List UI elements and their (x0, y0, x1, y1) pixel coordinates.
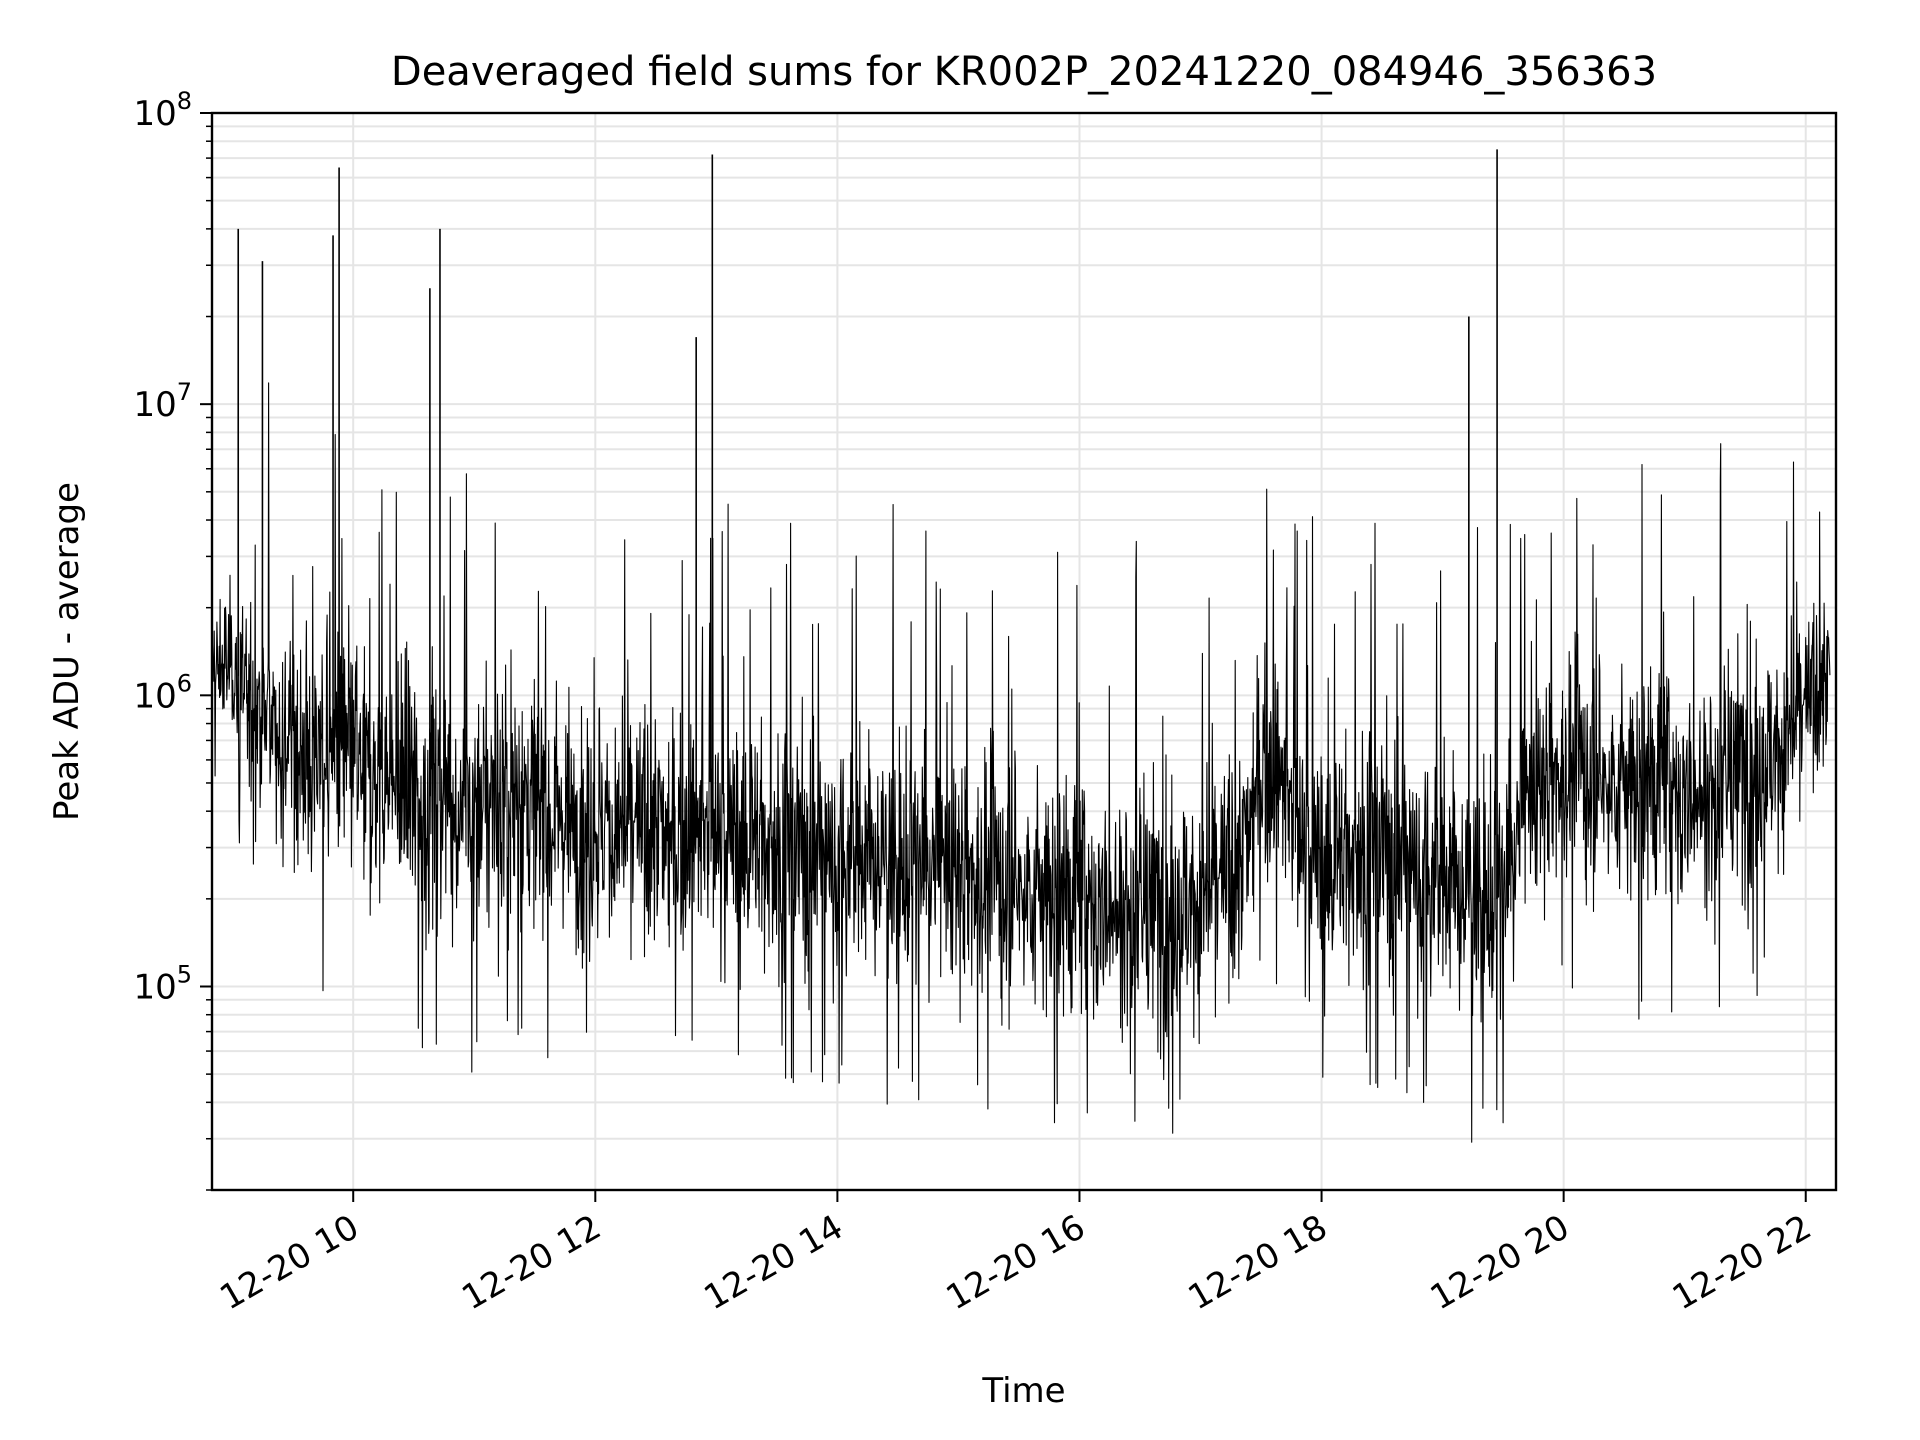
y-tick-label: 105 (133, 960, 192, 1007)
series-layer (211, 149, 1831, 1143)
plot-frame (210, 111, 1838, 1192)
y-tick-label: 107 (133, 378, 192, 425)
y-axis-label: Peak ADU - average (47, 482, 87, 821)
chart-title: Deaveraged field sums for KR002P_2024122… (391, 49, 1657, 95)
y-tick-label: 108 (133, 87, 192, 134)
data-series-line (211, 382, 1831, 1143)
y-tick-label: 106 (133, 669, 192, 716)
x-axis-label: Time (981, 1371, 1065, 1411)
